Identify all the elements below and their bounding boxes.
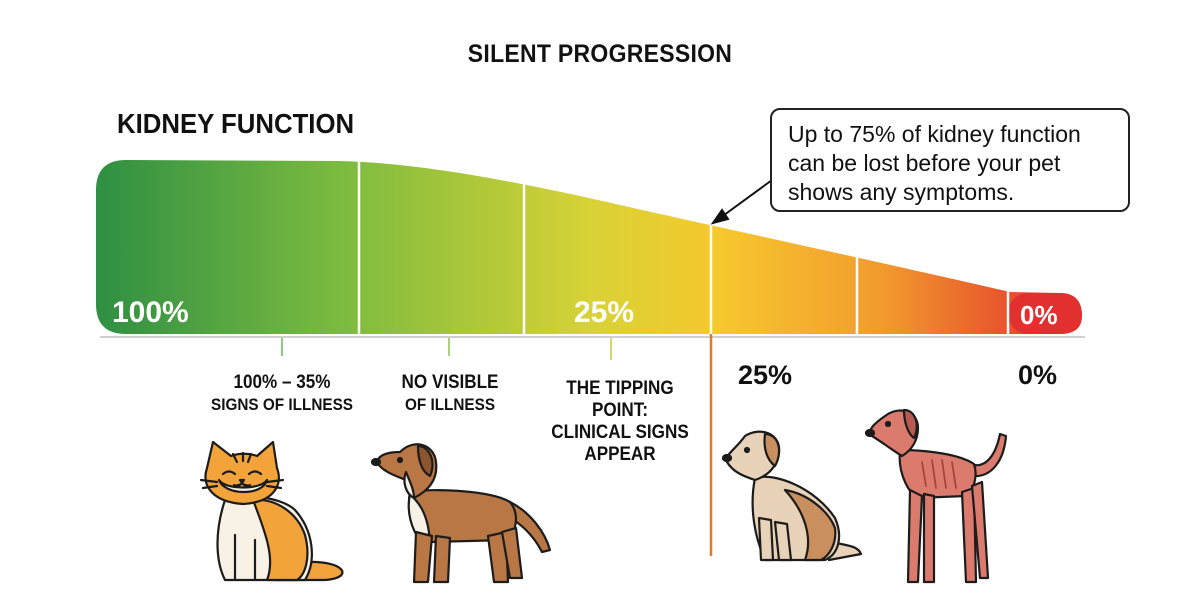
callout-arrow (710, 179, 773, 225)
page-title: SILENT PROGRESSION (467, 40, 733, 68)
stage-tipping-point: THE TIPPING POINT: CLINICAL SIGNS APPEAR (548, 378, 692, 466)
symptom-callout: Up to 75% of kidney function can be lost… (770, 108, 1130, 212)
bar-label-100: 100% (112, 296, 189, 329)
stage-no-visible-line1: NO VISIBLE (401, 372, 499, 393)
bar-label-25: 25% (574, 296, 635, 329)
kidney-function-bar (96, 160, 1082, 334)
bar-label-0: 0% (1020, 300, 1058, 330)
zero-percent-cap (1008, 293, 1082, 334)
stage-early: 100% – 35% SIGNS OF ILLNESS (183, 372, 381, 416)
healthy-dog-icon (370, 443, 552, 584)
stage-tipping-line2: CLINICAL SIGNS APPEAR (551, 422, 689, 465)
sitting-dog-icon (721, 430, 863, 562)
thin-dog-icon (864, 408, 1008, 584)
stage-early-line1: 100% – 35% (233, 372, 331, 393)
below-label-0: 0% (1018, 360, 1058, 390)
stage-ticks (281, 338, 612, 360)
cat-icon (199, 440, 344, 582)
stage-no-visible: NO VISIBLE OF ILLNESS (369, 372, 531, 416)
stage-early-line2: SIGNS OF ILLNESS (211, 395, 353, 414)
stage-no-visible-line2: OF ILLNESS (404, 395, 496, 414)
chart-subtitle: KIDNEY FUNCTION (117, 108, 355, 139)
callout-text: Up to 75% of kidney function can be lost… (788, 121, 1081, 205)
stage-tipping-line1: THE TIPPING POINT: (566, 378, 674, 421)
below-label-25: 25% (738, 360, 793, 390)
